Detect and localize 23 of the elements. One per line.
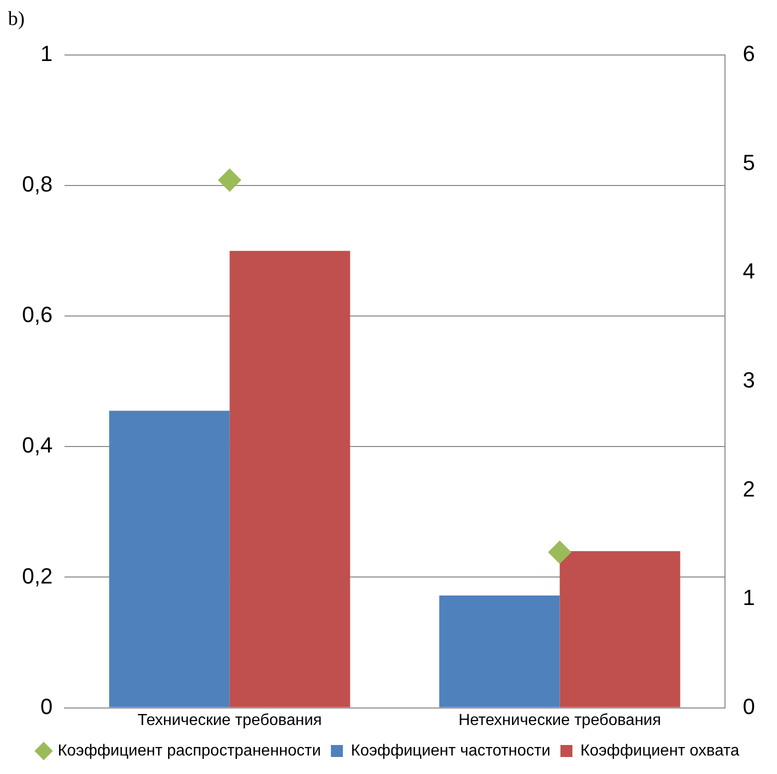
y-tick-label: 0,6 [22, 302, 53, 328]
y-tick-label: 0 [40, 694, 53, 719]
legend-label: Коэффициент охвата [580, 742, 740, 760]
y2-tick-label: 2 [742, 476, 756, 502]
y-tick-label: 0,2 [22, 563, 53, 588]
y2-tick-label: 3 [742, 367, 756, 392]
chart-title: b) [8, 8, 25, 31]
y-tick-label: 1 [40, 41, 53, 66]
bar [109, 410, 230, 708]
y2-tick-label: 5 [742, 150, 756, 175]
x-tick-label: Нетехнические требования [458, 712, 662, 729]
y2-tick-label: 0 [742, 694, 756, 719]
y2-tick-label: 4 [742, 258, 756, 284]
bar [560, 551, 680, 708]
legend-label: Коэффициент распространенности [58, 742, 321, 760]
x-tick-label: Технические требования [137, 712, 322, 729]
bar [230, 250, 350, 708]
y2-tick-label: 6 [742, 41, 756, 66]
y2-tick-label: 1 [742, 585, 756, 610]
legend-label: Коэффициент частотности [350, 742, 550, 760]
y-tick-label: 0,4 [22, 432, 53, 458]
y-tick-label: 0,8 [22, 172, 53, 197]
bar [439, 596, 560, 708]
